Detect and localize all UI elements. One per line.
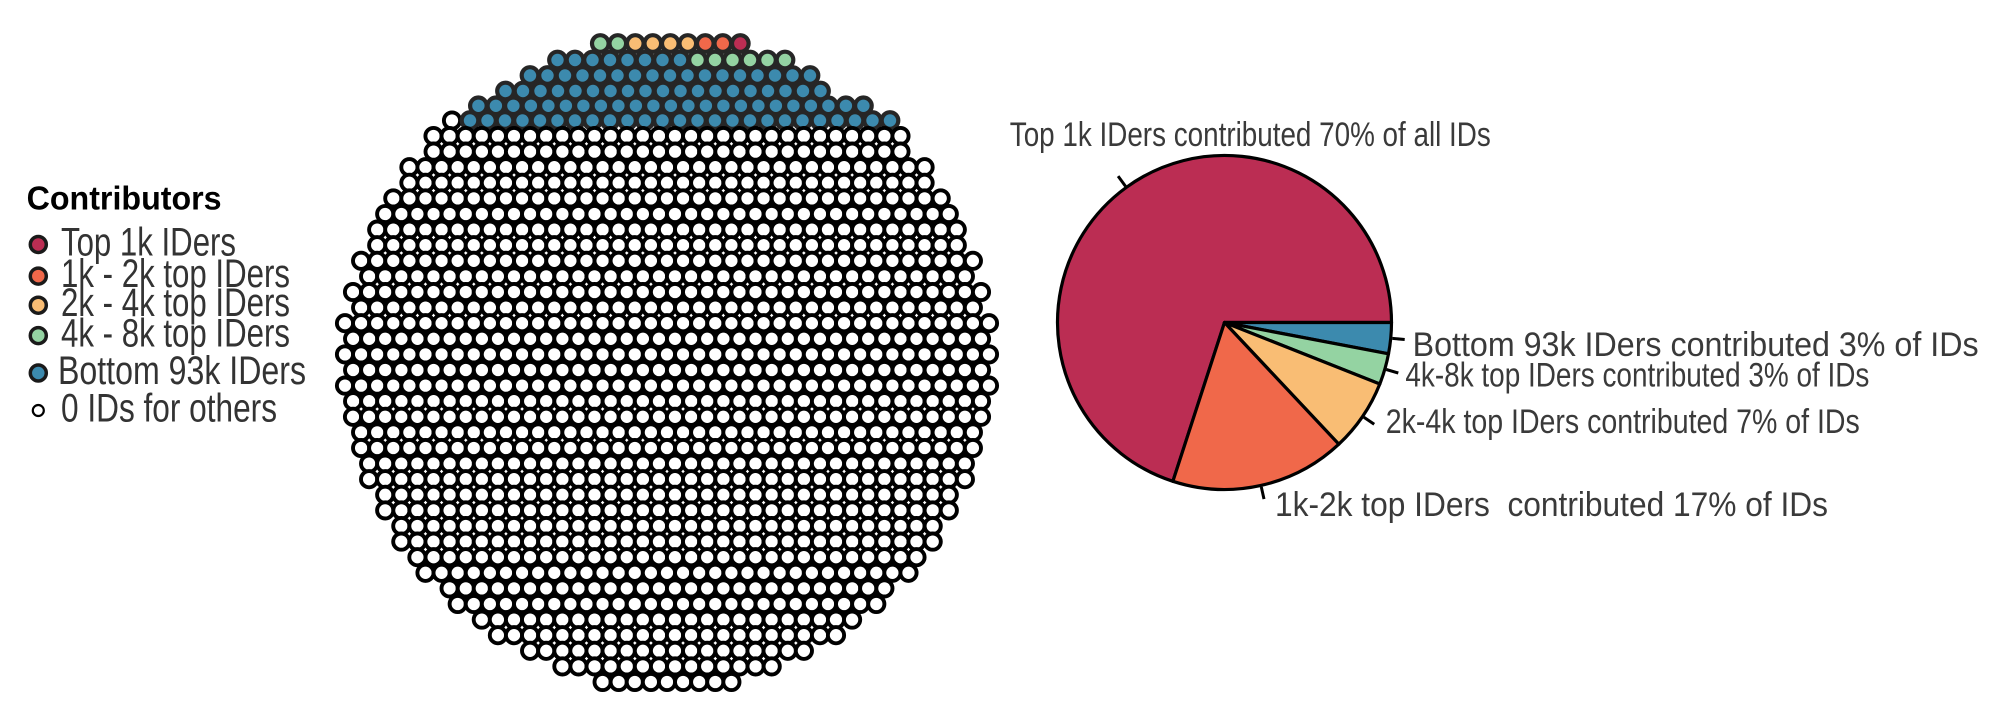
- svg-text:Bottom 93k IDers contributed 3: Bottom 93k IDers contributed 3% of IDs: [1413, 326, 1979, 364]
- svg-text:0 IDs for others: 0 IDs for others: [61, 387, 277, 431]
- svg-text:2k - 4k top IDers: 2k - 4k top IDers: [61, 281, 290, 325]
- svg-text:Top 1k IDers contributed 70% o: Top 1k IDers contributed 70% of all IDs: [1010, 116, 1491, 154]
- svg-text:1k - 2k top IDers: 1k - 2k top IDers: [61, 252, 290, 296]
- svg-text:1k-2k top IDers contributed 1: 1k-2k top IDers contributed 17% of IDs: [1275, 486, 1828, 524]
- svg-text:Bottom 93k IDers: Bottom 93k IDers: [58, 349, 306, 393]
- svg-text:4k - 8k top IDers: 4k - 8k top IDers: [61, 312, 290, 356]
- svg-text:Top 1k IDers: Top 1k IDers: [61, 221, 236, 265]
- svg-text:4k-8k top IDers contributed 3%: 4k-8k top IDers contributed 3% of IDs: [1405, 357, 1869, 395]
- svg-text:2k-4k top IDers contributed 7%: 2k-4k top IDers contributed 7% of IDs: [1386, 403, 1860, 441]
- svg-text:Contributors: Contributors: [27, 179, 222, 216]
